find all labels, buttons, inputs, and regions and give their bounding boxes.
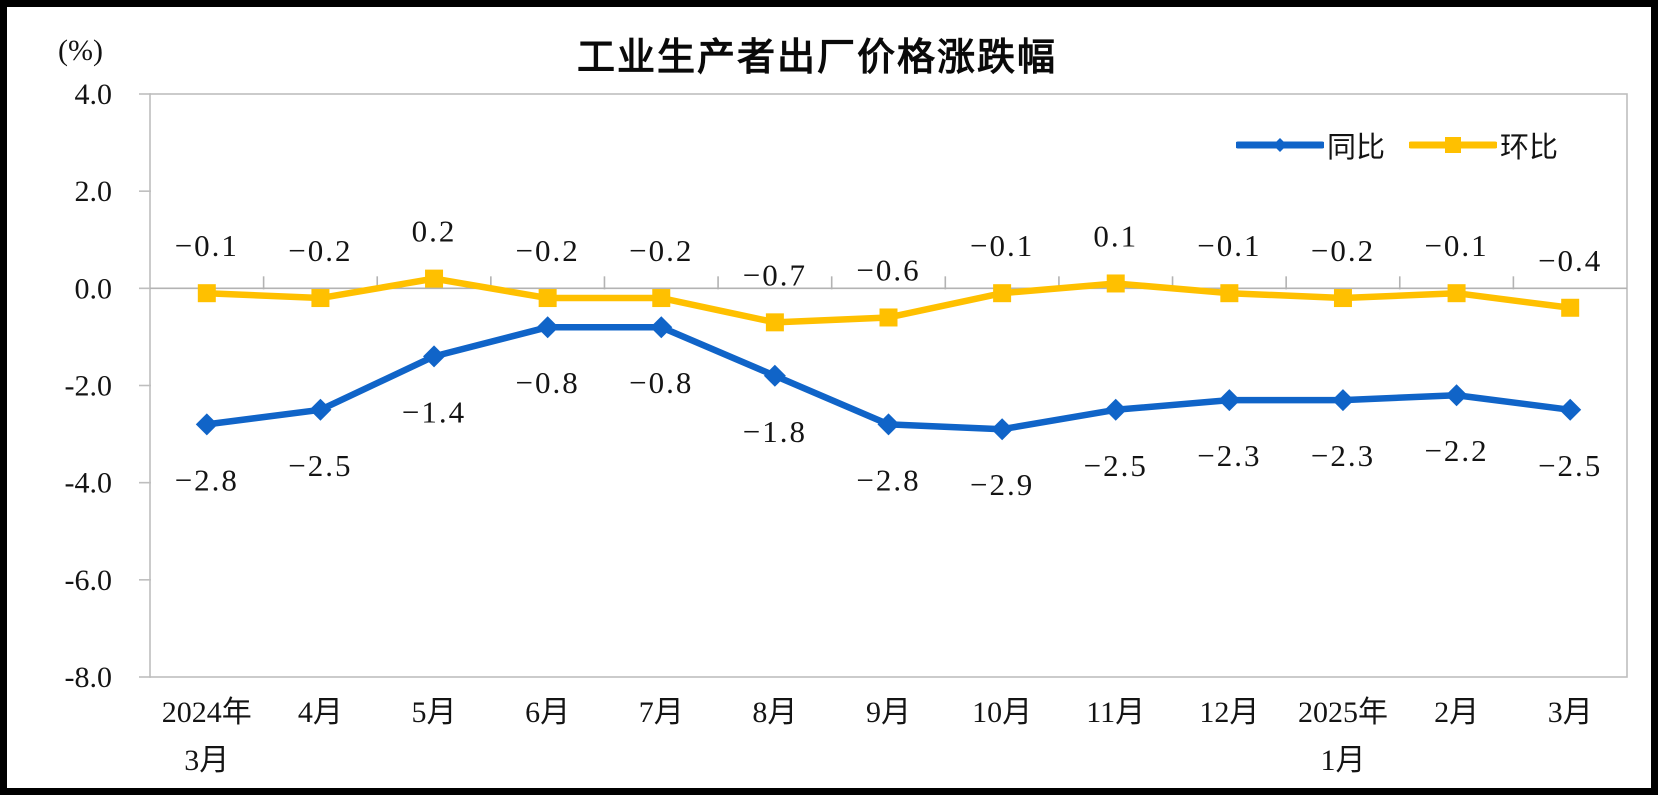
series-0-data-label: −2.8 [856,462,920,497]
y-axis-tick-label: -2.0 [65,370,113,403]
series-0-data-label: −2.3 [1197,438,1261,473]
series-1-point-marker [1106,274,1125,293]
series-0-data-label: −2.5 [1538,448,1602,483]
x-axis-category-label: 4月 [298,696,343,729]
series-0-point-marker [877,413,900,436]
series-0-point-marker [1218,389,1241,412]
legend-item-0: 同比 [1236,124,1385,166]
series-0-data-label: −2.9 [970,467,1034,502]
x-axis-category-label: 9月 [866,696,911,729]
x-axis-category-label: 7月 [639,696,684,729]
series-0-point-marker [423,345,446,368]
series-1-point-marker [538,289,557,308]
x-axis-category-label: 12月 [1199,696,1259,729]
x-axis-category-label: 8月 [752,696,797,729]
series-0-data-label: −2.3 [1311,438,1375,473]
series-1-data-label: −0.2 [1311,233,1375,268]
y-axis-tick-label: 4.0 [75,78,113,111]
legend: 同比 环比 [1236,124,1558,166]
series-1-point-marker [1220,284,1239,303]
series-0-point-marker [1559,398,1582,421]
series-1-data-label: −0.2 [516,233,580,268]
series-1-point-marker [311,289,330,308]
series-1-data-label: −0.1 [970,228,1034,263]
legend-line-sample-icon [1409,137,1498,153]
series-0-data-label: −1.8 [743,414,807,449]
x-axis-category-label: 3月 [1548,696,1593,729]
series-0-point-marker [1445,384,1468,407]
series-1-data-label: −0.2 [288,233,352,268]
y-axis-tick-label: -6.0 [65,564,113,597]
series-1-point-marker [652,289,671,308]
series-0-data-label: −0.8 [516,365,580,400]
legend-line-sample-icon [1236,138,1324,152]
series-0-data-label: −0.8 [629,365,693,400]
series-1-data-label: −0.7 [743,257,807,292]
series-0-point-marker [1331,389,1354,412]
series-1-data-label: −0.2 [629,233,693,268]
series-0-point-marker [195,413,218,436]
series-0-point-marker [309,398,332,421]
series-0-data-label: −2.5 [288,448,352,483]
x-axis-category-label: 2025年 1月 [1298,696,1388,777]
series-1-point-marker [425,269,444,288]
series-0-point-marker [536,316,559,339]
y-axis-unit-label: (%) [58,34,103,67]
legend-label-1: 环比 [1500,132,1559,164]
series-0-data-label: −2.8 [175,462,239,497]
series-1-point-marker [1447,284,1466,303]
series-0-point-marker [763,364,786,387]
series-0-point-marker [1104,398,1127,421]
series-0-point-marker [650,316,673,339]
series-1-point-marker [1561,298,1580,317]
series-1-point-marker [879,308,898,327]
series-1-data-label: 0.1 [1093,218,1138,253]
series-0-point-marker [991,418,1014,441]
series-1-point-marker [993,284,1012,303]
series-0-data-label: −2.2 [1424,433,1488,468]
series-1-data-label: −0.1 [175,228,239,263]
series-1-point-marker [1333,289,1352,308]
x-axis-category-label: 2024年 3月 [162,696,252,777]
series-1-point-marker [765,313,784,332]
legend-item-1: 环比 [1409,124,1558,166]
x-axis-category-label: 10月 [972,696,1032,729]
legend-label-0: 同比 [1327,132,1386,164]
x-axis-category-label: 6月 [525,696,570,729]
y-axis-tick-label: 2.0 [75,175,113,208]
y-axis-tick-label: -4.0 [65,467,113,500]
series-1-data-label: −0.6 [856,252,920,287]
x-axis-category-label: 2月 [1434,696,1479,729]
series-1-data-label: −0.4 [1538,243,1602,278]
y-axis-tick-label: -8.0 [65,661,113,694]
y-axis-tick-label: 0.0 [75,272,113,305]
chart-title: 工业生产者出厂价格涨跌幅 [576,37,1058,79]
series-0-data-label: −1.4 [402,394,466,429]
x-axis-category-label: 5月 [412,696,457,729]
series-1-data-label: 0.2 [412,214,457,249]
series-1-data-label: −0.1 [1197,228,1261,263]
series-1-data-label: −0.1 [1424,228,1488,263]
series-0-data-label: −2.5 [1084,448,1148,483]
x-axis-category-label: 11月 [1086,696,1145,729]
series-1-point-marker [197,284,216,303]
